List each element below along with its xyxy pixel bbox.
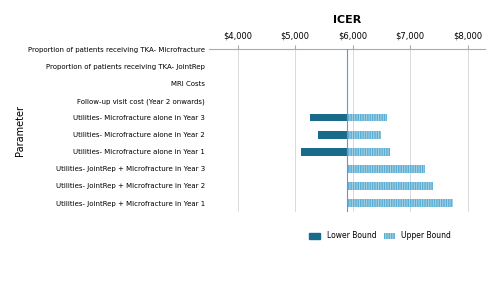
Bar (310, 114, 347, 121)
Bar (318, 131, 347, 138)
Bar (347, 165, 424, 173)
Bar (301, 148, 347, 156)
Bar (347, 148, 390, 156)
Legend: Lower Bound, Upper Bound: Lower Bound, Upper Bound (306, 228, 454, 243)
Bar (347, 199, 454, 207)
Y-axis label: Parameter: Parameter (15, 105, 25, 156)
Bar (347, 114, 387, 121)
Title: ICER: ICER (333, 15, 361, 25)
Bar (347, 182, 433, 190)
Bar (347, 131, 382, 138)
